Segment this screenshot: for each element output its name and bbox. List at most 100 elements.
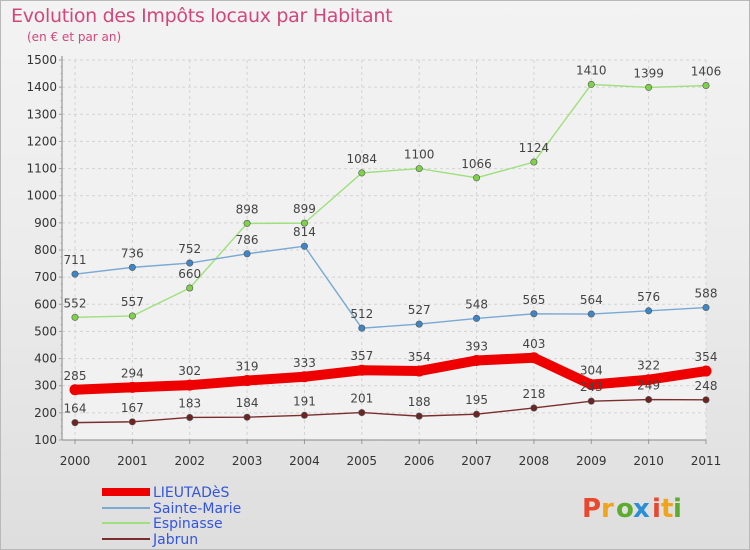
y-tick-label: 100: [34, 433, 57, 447]
data-point: [473, 314, 481, 322]
data-point: [358, 324, 366, 332]
data-point: [356, 364, 368, 376]
data-label: 1124: [519, 141, 550, 155]
data-label: 814: [293, 225, 316, 239]
y-tick-label: 1200: [26, 134, 57, 148]
data-point: [241, 375, 253, 387]
data-label: 322: [637, 359, 660, 373]
data-label: 1100: [404, 148, 435, 162]
series-line: [70, 352, 711, 395]
grid-lines: [62, 59, 707, 441]
logo-letter: i: [652, 494, 661, 524]
data-label: 164: [64, 402, 87, 416]
data-label: 736: [121, 246, 144, 260]
data-point: [300, 219, 308, 227]
data-label: 1066: [461, 157, 492, 171]
data-point: [186, 284, 194, 292]
legend-label: Espinasse: [153, 516, 223, 532]
x-tick-label: 2011: [691, 454, 722, 468]
data-label: 1410: [576, 63, 607, 77]
data-point: [530, 158, 538, 166]
series-lines: [69, 80, 712, 427]
data-point: [585, 379, 597, 391]
data-label: 354: [408, 350, 431, 364]
data-labels: 552 557 660 898 899 1084 1100 1066 1124 1410 1399 1…: [64, 63, 722, 415]
data-label: 243: [580, 380, 603, 394]
y-tick-label: 1300: [26, 107, 57, 121]
data-label: 249: [637, 379, 660, 393]
data-point: [643, 374, 655, 386]
data-label: 588: [695, 287, 718, 301]
data-point: [473, 410, 481, 418]
data-label: 898: [236, 202, 259, 216]
data-label: 184: [236, 396, 259, 410]
y-tick-label: 200: [34, 406, 57, 420]
data-label: 333: [293, 356, 316, 370]
data-label: 1084: [347, 152, 378, 166]
x-tick-label: 2003: [232, 454, 263, 468]
data-label: 248: [695, 379, 718, 393]
data-point: [186, 413, 194, 421]
x-tick-label: 2010: [633, 454, 664, 468]
data-label: 304: [580, 364, 603, 378]
data-label: 548: [465, 297, 488, 311]
data-label: 319: [236, 360, 259, 374]
data-point: [587, 80, 595, 88]
x-tick-label: 2002: [174, 454, 205, 468]
legend-label: Jabrun: [152, 532, 198, 548]
data-point: [645, 396, 653, 404]
data-point: [645, 83, 653, 91]
data-label: 195: [465, 393, 488, 407]
data-point: [415, 165, 423, 173]
y-tick-label: 900: [34, 216, 57, 230]
data-point: [71, 419, 79, 427]
data-point: [528, 352, 540, 364]
data-label: 393: [465, 339, 488, 353]
data-point: [243, 250, 251, 258]
data-point: [300, 411, 308, 419]
y-tick-label: 500: [34, 324, 57, 338]
data-label: 711: [64, 253, 87, 267]
y-tick-label: 800: [34, 243, 57, 257]
data-point: [415, 320, 423, 328]
data-point: [126, 381, 138, 393]
logo-letter: o: [616, 494, 634, 524]
data-point: [702, 396, 710, 404]
x-tick-label: 2001: [117, 454, 148, 468]
data-point: [415, 412, 423, 420]
data-label: 565: [522, 293, 545, 307]
data-label: 167: [121, 401, 144, 415]
data-label: 218: [522, 387, 545, 401]
data-point: [298, 371, 310, 383]
data-point: [71, 270, 79, 278]
data-label: 285: [64, 369, 87, 383]
data-label: 294: [121, 366, 144, 380]
y-tick-label: 300: [34, 379, 57, 393]
data-label: 302: [178, 364, 201, 378]
data-label: 899: [293, 202, 316, 216]
logo-letter: P: [582, 494, 601, 524]
x-tick-label: 2009: [576, 454, 607, 468]
data-label: 512: [350, 307, 373, 321]
legend-label: LIEUTADèS: [153, 485, 229, 501]
x-tick-label: 2008: [519, 454, 550, 468]
data-point: [413, 365, 425, 377]
data-point: [358, 169, 366, 177]
data-label: 1406: [691, 65, 722, 79]
data-label: 527: [408, 303, 431, 317]
data-point: [700, 365, 712, 377]
x-tick-label: 2006: [404, 454, 435, 468]
legend-label: Sainte-Marie: [153, 501, 241, 517]
data-label: 576: [637, 290, 660, 304]
data-label: 357: [350, 349, 373, 363]
data-label: 660: [178, 267, 201, 281]
data-point: [69, 384, 81, 396]
series-line: [74, 83, 707, 319]
x-tick-label: 2007: [461, 454, 492, 468]
logo-letter: x: [633, 494, 650, 524]
data-point: [702, 82, 710, 90]
data-point: [530, 310, 538, 318]
y-tick-label: 600: [34, 297, 57, 311]
